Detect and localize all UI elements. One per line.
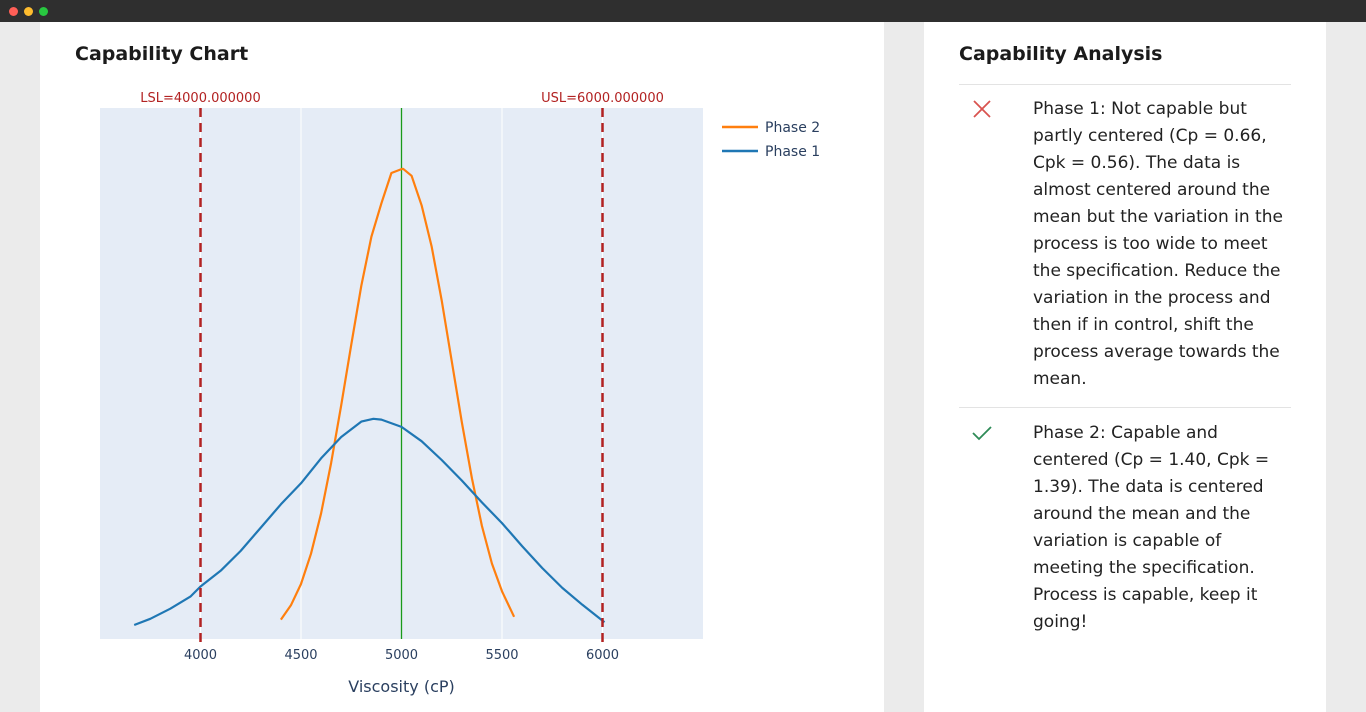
x-tick-label: 6000 [586, 648, 619, 663]
window-titlebar [0, 0, 1366, 22]
legend-item-phase-2[interactable]: Phase 2 [722, 120, 820, 136]
legend-label: Phase 2 [765, 120, 820, 136]
legend-item-phase-1[interactable]: Phase 1 [722, 144, 820, 160]
maximize-window-button[interactable] [39, 7, 48, 16]
analysis-card-title: Capability Analysis [959, 43, 1163, 65]
series-line-phase-2 [279, 167, 516, 621]
x-tick-label: 4000 [184, 648, 217, 663]
chart-card-title: Capability Chart [75, 43, 249, 65]
series-line-phase-1 [133, 417, 606, 627]
minimize-window-button[interactable] [24, 7, 33, 16]
legend-label: Phase 1 [765, 144, 820, 160]
capability-chart-card: Capability Chart LSL=4000.000000 USL=6000… [40, 22, 884, 712]
close-window-button[interactable] [9, 7, 18, 16]
x-axis-title: Viscosity (cP) [348, 677, 455, 696]
capability-chart: LSL=4000.000000 USL=6000.000000 4000 4500 50… [100, 91, 820, 696]
divider [959, 84, 1291, 85]
x-tick-label: 5000 [385, 648, 418, 663]
usl-label: USL=6000.000000 [541, 91, 664, 106]
analysis-text-phase-1: Phase 1: Not capable but partly centered… [1033, 99, 1283, 389]
cross-icon [971, 98, 993, 124]
lsl-label: LSL=4000.000000 [140, 91, 260, 106]
capability-analysis-card: Capability Analysis Phase 1: Not capable… [924, 22, 1326, 712]
divider [959, 407, 1291, 408]
x-tick-label: 5500 [485, 648, 518, 663]
analysis-text-phase-2: Phase 2: Capable and centered (Cp = 1.40… [1033, 423, 1270, 632]
x-tick-label: 4500 [284, 648, 317, 663]
check-icon [971, 422, 993, 448]
